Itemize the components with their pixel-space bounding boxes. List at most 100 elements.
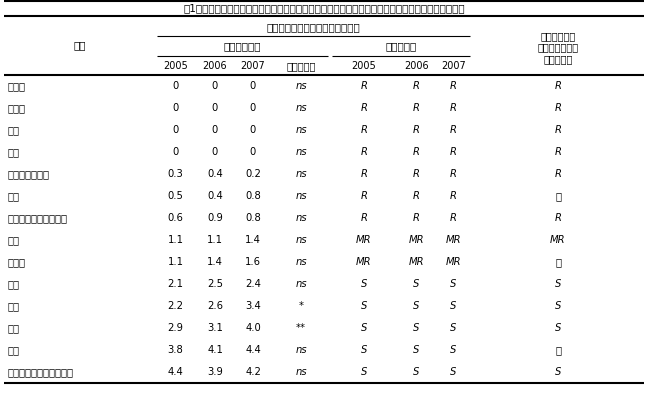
Text: 0: 0 [172,147,179,157]
Text: MR: MR [356,235,372,245]
Text: 4.2: 4.2 [245,367,261,377]
Text: *: * [299,301,303,311]
Text: 0: 0 [212,81,218,91]
Text: 圃場における
発病程度による
抵抗性評価: 圃場における 発病程度による 抵抗性評価 [537,31,579,64]
Text: 0: 0 [250,125,256,135]
Text: 0: 0 [250,81,256,91]
Text: 0.4: 0.4 [207,169,223,179]
Text: ns: ns [295,213,307,223]
Text: さんさ: さんさ [8,103,26,113]
Text: 0: 0 [250,103,256,113]
Text: R: R [450,147,457,157]
Text: ns: ns [295,257,307,267]
Text: 表1　リンゴ斑点落葉病抵抗性に関する接種試験による評価と圃場での発病程度による評価との比較: 表1 リンゴ斑点落葉病抵抗性に関する接種試験による評価と圃場での発病程度による評… [183,3,465,13]
Text: ns: ns [295,147,307,157]
Text: 1.1: 1.1 [167,235,183,245]
Text: **: ** [296,323,306,333]
Text: ns: ns [295,345,307,355]
Text: R: R [360,169,367,179]
Text: 3.1: 3.1 [207,323,223,333]
Text: S: S [361,367,367,377]
Text: 王林: 王林 [8,279,20,289]
Text: MR: MR [409,257,424,267]
Text: 2007: 2007 [441,61,466,71]
Text: R: R [450,169,457,179]
Text: 2.1: 2.1 [167,279,183,289]
Text: 2.4: 2.4 [245,279,261,289]
Text: 0.3: 0.3 [168,169,183,179]
Text: 1.1: 1.1 [167,257,183,267]
Text: 4.1: 4.1 [207,345,223,355]
Text: R: R [360,81,367,91]
Text: ゴールデンデリシャス: ゴールデンデリシャス [8,213,68,223]
Text: 0.2: 0.2 [245,169,261,179]
Text: S: S [555,367,561,377]
Text: R: R [413,147,420,157]
Text: 抵抗性程度: 抵抗性程度 [386,41,417,51]
Text: 2007: 2007 [240,61,266,71]
Text: 国光: 国光 [8,191,20,201]
Text: R: R [360,103,367,113]
Text: スターキングデリシャス: スターキングデリシャス [8,367,74,377]
Text: 3.9: 3.9 [207,367,223,377]
Text: 4.0: 4.0 [245,323,261,333]
Text: 2006: 2006 [203,61,227,71]
Text: ns: ns [295,169,307,179]
Text: ns: ns [295,279,307,289]
Text: R: R [450,125,457,135]
Text: 3.4: 3.4 [245,301,261,311]
Text: 0.6: 0.6 [168,213,183,223]
Text: 平均スコア値:5葉の平均、*、**は5%、1%レベルで有意差あり、nsは有意差なし（Kruskal-Wallisの検定）: 平均スコア値:5葉の平均、*、**は5%、1%レベルで有意差あり、nsは有意差な… [4,393,301,394]
Text: S: S [413,323,420,333]
Text: 2.9: 2.9 [167,323,183,333]
Text: －: － [555,345,561,355]
Text: MR: MR [409,235,424,245]
Text: S: S [413,279,420,289]
Text: 印度: 印度 [8,345,20,355]
Text: 2005: 2005 [352,61,376,71]
Text: R: R [360,191,367,201]
Text: 0: 0 [172,81,179,91]
Text: R: R [555,81,562,91]
Text: 0: 0 [172,103,179,113]
Text: 0.8: 0.8 [245,213,261,223]
Text: R: R [450,103,457,113]
Text: R: R [413,103,420,113]
Text: MR: MR [356,257,372,267]
Text: 0: 0 [212,125,218,135]
Text: R: R [360,213,367,223]
Text: ジョナゴールド: ジョナゴールド [8,169,50,179]
Text: 0.9: 0.9 [207,213,223,223]
Text: S: S [361,345,367,355]
Text: R: R [555,213,562,223]
Text: 世界一: 世界一 [8,257,26,267]
Text: 0.8: 0.8 [245,191,261,201]
Text: 品種: 品種 [73,41,86,50]
Text: R: R [413,191,420,201]
Text: R: R [450,191,457,201]
Text: 0.4: 0.4 [207,191,223,201]
Text: S: S [450,345,457,355]
Text: 切離葉への接種による抵抗性評価: 切離葉への接種による抵抗性評価 [266,22,360,32]
Text: R: R [413,213,420,223]
Text: －: － [555,257,561,267]
Text: 2005: 2005 [163,61,188,71]
Text: 2006: 2006 [404,61,429,71]
Text: 4.4: 4.4 [168,367,183,377]
Text: ns: ns [295,367,307,377]
Text: 1.4: 1.4 [245,235,261,245]
Text: 2.6: 2.6 [207,301,223,311]
Text: R: R [555,147,562,157]
Text: ns: ns [295,125,307,135]
Text: R: R [360,125,367,135]
Text: 1.6: 1.6 [245,257,261,267]
Text: R: R [360,147,367,157]
Text: 2.5: 2.5 [207,279,223,289]
Text: ns: ns [295,235,307,245]
Text: R: R [450,81,457,91]
Text: R: R [413,169,420,179]
Text: S: S [413,367,420,377]
Text: R: R [413,81,420,91]
Text: S: S [450,301,457,311]
Text: S: S [555,323,561,333]
